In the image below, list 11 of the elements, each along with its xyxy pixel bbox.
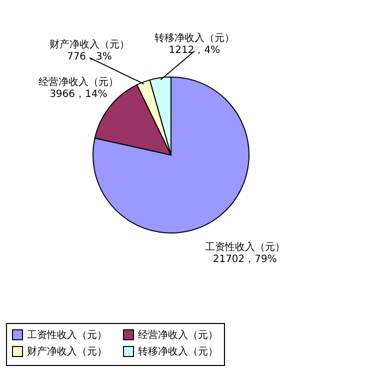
slice-label: 财产净收入（元） <box>49 38 130 51</box>
data-label: 21702，79% <box>212 254 277 266</box>
data-label: 1212，4% <box>168 45 220 56</box>
slice-label: 工资性收入（元） <box>204 241 285 254</box>
legend-label: 经营净收入（元） <box>138 328 218 341</box>
data-label: 3966，14% <box>50 88 108 100</box>
legend-label: 工资性收入（元） <box>27 328 107 341</box>
slice-label: 转移净收入（元） <box>154 32 234 44</box>
slice-label: 经营净收入（元） <box>38 76 118 88</box>
legend-label: 财产净收入（元） <box>27 346 107 358</box>
legend-label: 转移净收入（元） <box>138 346 218 358</box>
